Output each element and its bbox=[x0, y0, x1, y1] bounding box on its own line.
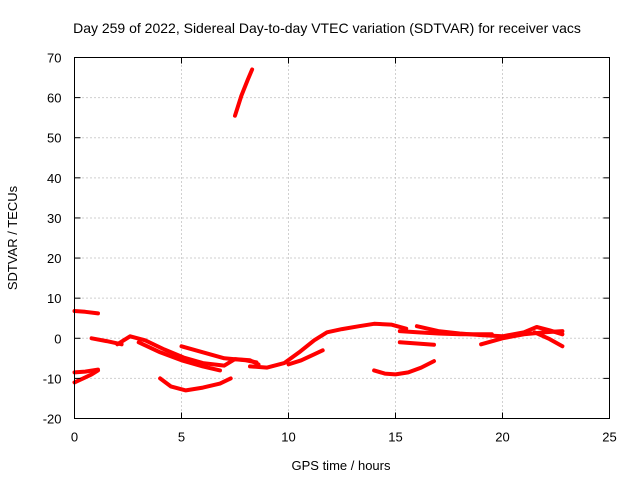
series-arc-07 bbox=[179, 344, 259, 365]
y-tick-label: 0 bbox=[54, 331, 61, 346]
y-tick-label: -10 bbox=[43, 371, 62, 386]
y-tick-label: 10 bbox=[47, 291, 61, 306]
series-arc-16 bbox=[479, 329, 565, 347]
y-tick-label: 60 bbox=[47, 91, 61, 106]
x-tick-label: 20 bbox=[495, 430, 509, 445]
grid bbox=[74, 57, 610, 419]
y-tick-label: 70 bbox=[47, 51, 61, 66]
y-tick-label: 20 bbox=[47, 251, 61, 266]
y-tick-label: -20 bbox=[43, 412, 62, 427]
x-axis-label: GPS time / hours bbox=[292, 458, 391, 473]
series-arc-03 bbox=[72, 367, 100, 375]
series-arc-14 bbox=[372, 359, 436, 377]
y-tick-labels: -20 -10 0 10 20 30 40 50 60 70 bbox=[43, 51, 62, 427]
y-tick-label: 50 bbox=[47, 131, 61, 146]
y-axis-label: SDTVAR / TECUs bbox=[5, 185, 20, 290]
series-arc-01 bbox=[72, 309, 100, 316]
axis-ticks bbox=[74, 57, 610, 419]
series-arc-08 bbox=[158, 376, 233, 393]
x-tick-label: 10 bbox=[281, 430, 295, 445]
series-arc-11 bbox=[286, 348, 325, 367]
y-tick-label: 40 bbox=[47, 171, 61, 186]
series-arc-02 bbox=[72, 368, 100, 385]
x-tick-label: 25 bbox=[602, 430, 616, 445]
series-arc-06 bbox=[136, 340, 222, 373]
y-tick-label: 30 bbox=[47, 211, 61, 226]
series-arc-17 bbox=[532, 330, 565, 349]
chart-title: Day 259 of 2022, Sidereal Day-to-day VTE… bbox=[73, 20, 581, 36]
x-tick-label: 0 bbox=[71, 430, 78, 445]
series-arc-09 bbox=[233, 67, 255, 118]
series-arc-10 bbox=[248, 321, 409, 370]
plot-frame bbox=[74, 57, 610, 419]
x-tick-label: 15 bbox=[388, 430, 402, 445]
series-arc-13 bbox=[397, 340, 436, 347]
x-tick-labels: 0 5 10 15 20 25 bbox=[71, 430, 617, 445]
data-series bbox=[72, 67, 565, 393]
x-tick-label: 5 bbox=[178, 430, 185, 445]
